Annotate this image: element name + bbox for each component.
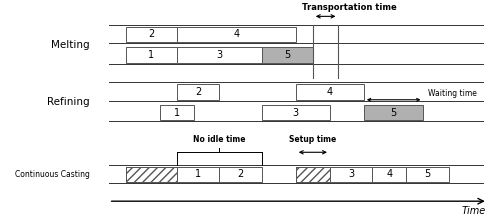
Bar (262, 47, 313, 63)
Bar (126, 167, 176, 182)
Bar (176, 27, 296, 42)
Text: 4: 4 (327, 87, 333, 97)
Text: 4: 4 (233, 29, 239, 39)
Text: 3: 3 (293, 108, 299, 118)
Bar (296, 167, 330, 182)
Bar (296, 84, 364, 100)
Bar (364, 105, 424, 120)
Text: Refining: Refining (47, 97, 90, 107)
Text: Waiting time: Waiting time (428, 89, 477, 98)
Bar (330, 167, 372, 182)
Bar (176, 84, 220, 100)
Text: 1: 1 (174, 108, 180, 118)
Text: 2: 2 (238, 169, 244, 180)
Text: Time: Time (461, 207, 485, 216)
Bar (126, 47, 176, 63)
Bar (296, 167, 330, 182)
Text: Transportation time: Transportation time (302, 3, 396, 12)
Bar (372, 167, 406, 182)
Bar (220, 167, 262, 182)
Text: 3: 3 (216, 50, 222, 60)
Bar (176, 167, 220, 182)
Text: Setup time: Setup time (289, 135, 337, 144)
Text: No idle time: No idle time (193, 135, 246, 144)
Text: 1: 1 (195, 169, 201, 180)
Text: 5: 5 (424, 169, 431, 180)
Text: 5: 5 (284, 50, 290, 60)
Bar (262, 105, 330, 120)
Text: 1: 1 (148, 50, 154, 60)
Text: 5: 5 (390, 108, 397, 118)
Bar (160, 105, 194, 120)
Text: 2: 2 (195, 87, 201, 97)
Bar (406, 167, 449, 182)
Text: 3: 3 (348, 169, 354, 180)
Bar (126, 167, 176, 182)
Text: Melting: Melting (51, 40, 90, 50)
Bar (126, 27, 176, 42)
Text: 4: 4 (386, 169, 392, 180)
Bar (176, 47, 262, 63)
Text: Continuous Casting: Continuous Casting (15, 170, 90, 179)
Text: 2: 2 (148, 29, 154, 39)
